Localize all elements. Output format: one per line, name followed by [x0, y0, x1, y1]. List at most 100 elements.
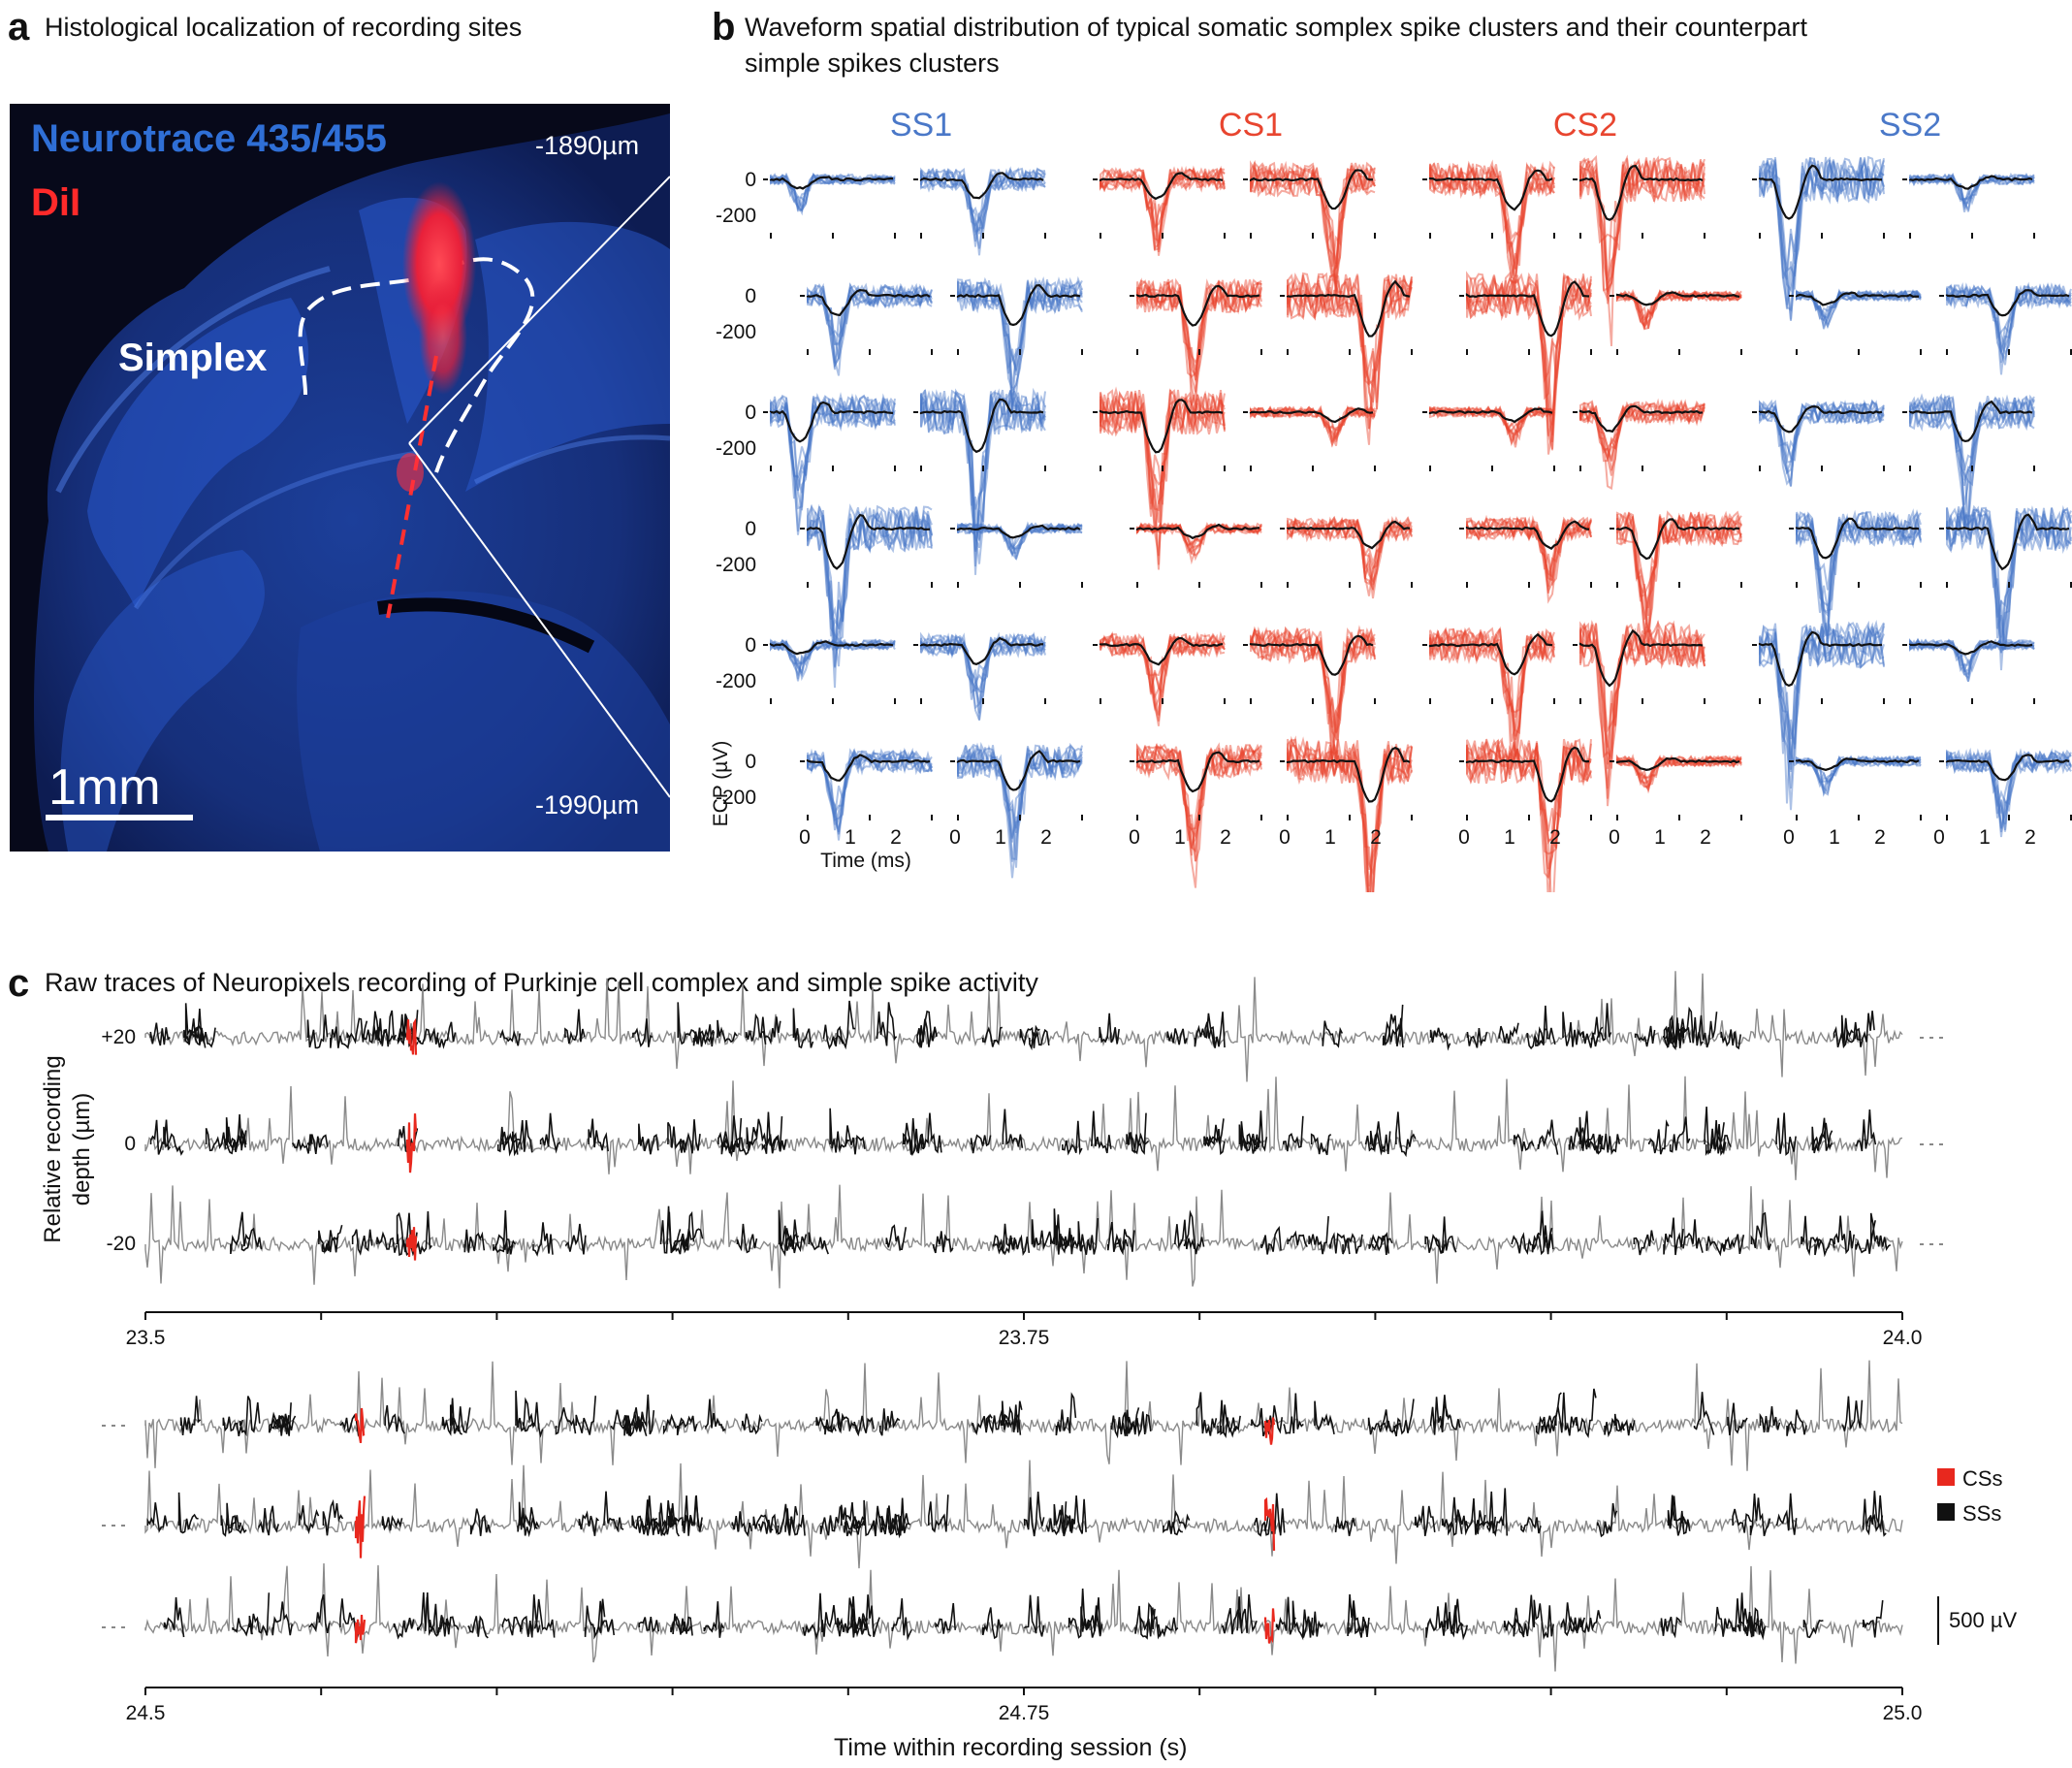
stain-label: Neurotrace 435/455	[31, 117, 387, 160]
time-tick-label: 25.0	[1883, 1702, 1923, 1724]
legend-ss-label: SSs	[1962, 1501, 2002, 1526]
time-axis-1	[144, 1311, 1903, 1320]
folium-5	[297, 591, 670, 852]
waveform-cs2-r3-c1	[1422, 404, 1555, 471]
waveform-ss2-r5-c2	[1902, 637, 2035, 704]
depth-label: 0	[124, 1133, 136, 1155]
waveform-cs2-r1-c2	[1573, 154, 1705, 346]
waveform-grid: SS1 CS1 CS2 SS2 0 -200 0 -200 0 -200 0 -200 0 -200 0 -2…	[710, 107, 2072, 892]
x-tick-label: 1	[845, 826, 856, 849]
waveform-ss2-r4-c1	[1789, 508, 1922, 645]
complex-spike-mark	[354, 1495, 367, 1559]
cerebellum-section-drawing	[34, 113, 670, 852]
y-tick-200: -200	[716, 321, 756, 343]
complex-spike-mark	[405, 1113, 418, 1173]
complex-spike-mark	[1263, 1608, 1276, 1644]
waveform-ss1-r1-c1	[763, 172, 896, 239]
waveform-cs2-r6-c2	[1610, 754, 1742, 820]
time-axis-2	[144, 1687, 1903, 1695]
time-tick-label: 23.5	[126, 1327, 166, 1349]
waveform-ss2-r2-c1	[1789, 288, 1922, 355]
waveform-ss2-r1-c2	[1902, 172, 2035, 239]
waveform-ss1-r5-c1	[763, 638, 896, 704]
waveform-ss1-r3-c1	[763, 392, 896, 535]
panel-c-xlabel: Time within recording session (s)	[834, 1734, 1188, 1761]
trace-block2-row3	[102, 1562, 1903, 1672]
x-tick-label: 1	[1174, 826, 1186, 849]
waveform-cs2-r1-c1	[1422, 159, 1555, 284]
x-tick-label: 0	[1458, 826, 1470, 849]
y-tick-200: -200	[716, 437, 756, 460]
zoom-line-bottom	[408, 442, 670, 798]
x-tick-label: 2	[1220, 826, 1231, 849]
trace-block2-row2	[102, 1460, 1903, 1569]
complex-spike-mark	[405, 1227, 418, 1261]
y-tick-0: 0	[745, 634, 756, 657]
x-tick-label: 2	[890, 826, 902, 849]
depth-bottom-label: -1990µm	[535, 790, 640, 820]
y-tick-0: 0	[745, 518, 756, 540]
waveform-cs2-r2-c2	[1610, 288, 1742, 355]
panel-a-title: Histological localization of recording s…	[45, 13, 523, 42]
waveform-ss1-r2-c2	[950, 275, 1083, 414]
x-tick-label: 2	[1700, 826, 1711, 849]
ylabel-line1: Relative recording	[40, 1055, 66, 1243]
y-tick-0: 0	[745, 285, 756, 307]
simplex-outline	[298, 257, 535, 473]
waveform-cs1-r1-c1	[1093, 165, 1226, 256]
waveform-cs1-r1-c2	[1243, 159, 1376, 292]
waveform-ss2-r6-c2	[1939, 747, 2072, 838]
group-title-cs1: CS1	[1219, 107, 1283, 144]
panel-b-xlabel: Time (ms)	[820, 850, 911, 872]
x-tick-label: 0	[949, 826, 961, 849]
waveform-ss1-r4-c1	[800, 503, 933, 689]
x-tick-label: 0	[1783, 826, 1795, 849]
time-tick-label: 23.75	[999, 1327, 1050, 1349]
panel-b-title-line2: simple spikes clusters	[745, 48, 1000, 78]
waveform-cs2-r2-c1	[1459, 271, 1592, 455]
scale-bar-label: 1mm	[48, 759, 161, 816]
waveform-ss2-r6-c1	[1789, 755, 1922, 820]
complex-spike-mark	[405, 1017, 418, 1055]
waveform-cs1-r3-c2	[1243, 404, 1376, 471]
time-tick-label: 24.5	[126, 1702, 166, 1724]
x-tick-label: 2	[1370, 826, 1382, 849]
waveform-ss1-r5-c2	[913, 631, 1046, 721]
x-tick-label: 0	[1609, 826, 1620, 849]
panel-c-ylabel: Relative recording depth (µm)	[39, 1047, 97, 1251]
waveform-cs1-r2-c1	[1130, 277, 1262, 412]
scale-bar-500uv-label: 500 µV	[1949, 1608, 2018, 1632]
y-tick-0: 0	[745, 169, 756, 191]
waveform-cs1-r6-c2	[1280, 735, 1413, 892]
waveform-ss2-r3-c1	[1752, 399, 1885, 487]
y-tick-200: -200	[716, 787, 756, 809]
waveform-ss2-r3-c2	[1902, 393, 2035, 529]
panel-c-letter: c	[8, 962, 30, 1005]
region-label: Simplex	[118, 337, 268, 379]
waveform-ss1-r4-c2	[950, 521, 1083, 588]
x-tick-label: 2	[2024, 826, 2036, 849]
x-tick-label: 1	[1504, 826, 1515, 849]
depth-label: -20	[107, 1233, 136, 1255]
x-tick-label: 1	[995, 826, 1006, 849]
complex-spike-mark	[1263, 1417, 1276, 1445]
scale-bar-line	[46, 815, 193, 820]
panel-b-title-line1: Waveform spatial distribution of typical…	[745, 13, 1807, 42]
waveform-cs1-r4-c1	[1130, 522, 1262, 588]
complex-spike-mark	[1263, 1496, 1276, 1551]
x-tick-label: 2	[1040, 826, 1052, 849]
waveform-cs1-r2-c2	[1280, 272, 1413, 445]
histology-image: Neurotrace 435/455 DiI Simplex -1890µm -…	[10, 104, 670, 852]
y-tick-0: 0	[745, 402, 756, 424]
folium-4	[60, 550, 265, 852]
waveform-ss1-r1-c2	[913, 166, 1046, 256]
waveform-cs2-r4-c1	[1459, 514, 1592, 604]
waveform-ss2-r1-c1	[1752, 155, 1885, 322]
group-title-ss1: SS1	[890, 107, 952, 144]
x-tick-label: 0	[799, 826, 811, 849]
waveform-ss2-r4-c2	[1939, 504, 2072, 671]
time-tick-label: 24.0	[1883, 1327, 1923, 1349]
waveform-cs2-r4-c2	[1610, 510, 1742, 645]
waveform-cs1-r5-c1	[1093, 630, 1226, 726]
